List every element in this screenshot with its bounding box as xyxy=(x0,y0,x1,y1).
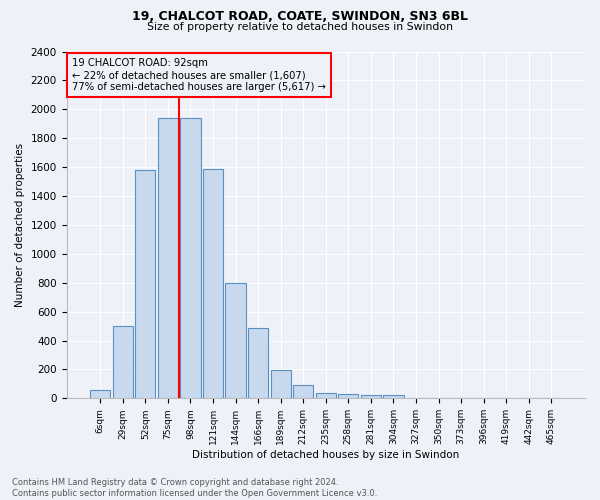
Bar xyxy=(158,118,178,398)
Bar xyxy=(90,390,110,398)
Bar xyxy=(113,326,133,398)
Text: 19 CHALCOT ROAD: 92sqm
← 22% of detached houses are smaller (1,607)
77% of semi-: 19 CHALCOT ROAD: 92sqm ← 22% of detached… xyxy=(72,58,326,92)
Bar xyxy=(203,168,223,398)
Bar xyxy=(271,370,291,398)
Bar xyxy=(338,394,358,398)
Bar xyxy=(135,170,155,398)
X-axis label: Distribution of detached houses by size in Swindon: Distribution of detached houses by size … xyxy=(192,450,460,460)
Bar xyxy=(293,386,313,398)
Bar xyxy=(361,394,381,398)
Text: Contains HM Land Registry data © Crown copyright and database right 2024.
Contai: Contains HM Land Registry data © Crown c… xyxy=(12,478,377,498)
Bar xyxy=(248,328,268,398)
Text: 19, CHALCOT ROAD, COATE, SWINDON, SN3 6BL: 19, CHALCOT ROAD, COATE, SWINDON, SN3 6B… xyxy=(132,10,468,23)
Text: Size of property relative to detached houses in Swindon: Size of property relative to detached ho… xyxy=(147,22,453,32)
Bar xyxy=(181,118,200,398)
Bar xyxy=(226,282,246,399)
Y-axis label: Number of detached properties: Number of detached properties xyxy=(15,143,25,307)
Bar xyxy=(383,396,404,398)
Bar xyxy=(316,393,336,398)
